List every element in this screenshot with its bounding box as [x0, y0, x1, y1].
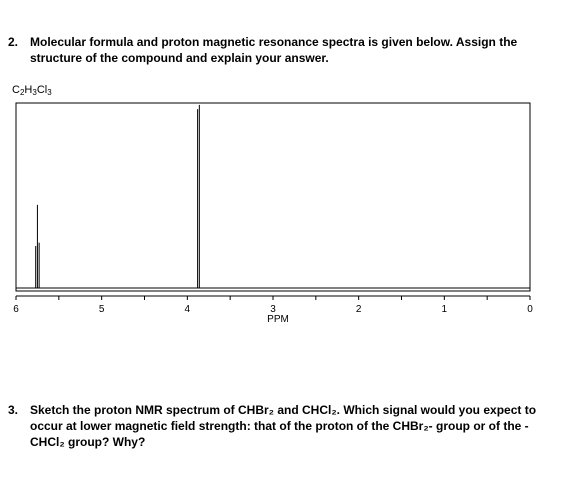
formula-hydrogen: H	[24, 84, 33, 96]
x-axis-label: PPM	[267, 314, 289, 325]
x-tick-label-1: 5	[99, 304, 105, 315]
question-3-text: Sketch the proton NMR spectrum of CHBr₂ …	[30, 403, 537, 449]
question-2-text: Molecular formula and proton magnetic re…	[30, 35, 518, 65]
x-tick-label-3: 3	[270, 304, 276, 315]
x-tick-label-6: 0	[527, 304, 533, 315]
formula-carbon: C	[12, 84, 20, 96]
x-tick-label-4: 2	[356, 304, 362, 315]
question-3: 3. Sketch the proton NMR spectrum of CHB…	[8, 402, 553, 450]
x-tick-label-0: 6	[13, 304, 19, 315]
x-tick-label-5: 1	[442, 304, 448, 315]
x-tick-label-2: 4	[185, 304, 191, 315]
formula-carbon-count: 2	[19, 88, 25, 97]
formula-hydrogen-count: 3	[32, 88, 37, 97]
question-2-number: 2.	[8, 35, 19, 49]
question-2: 2. Molecular formula and proton magnetic…	[8, 34, 553, 66]
plot-frame	[15, 102, 531, 292]
molecular-formula: C2H3Cl3	[12, 84, 52, 97]
formula-chlorine: Cl	[36, 84, 48, 96]
question-3-number: 3.	[8, 403, 19, 417]
formula-chlorine-count: 3	[47, 88, 52, 97]
